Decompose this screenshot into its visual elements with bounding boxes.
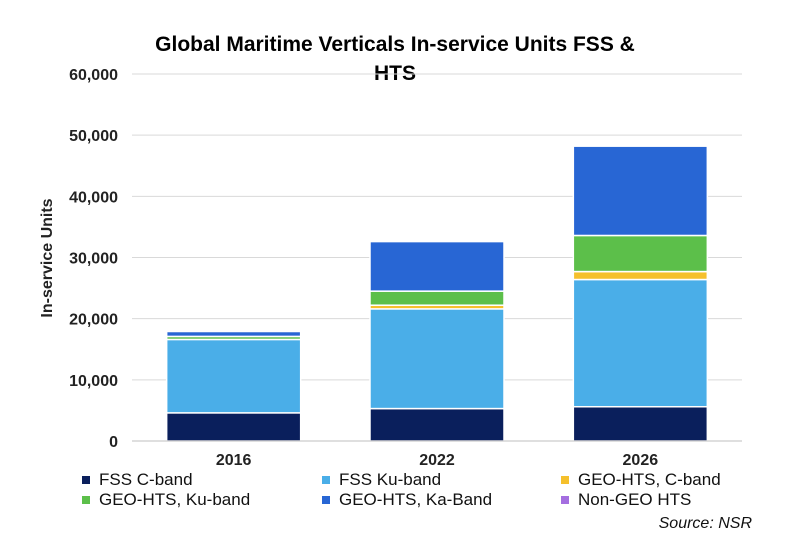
legend-item: FSS Ku-band [322, 470, 441, 489]
bar-segment [165, 338, 302, 414]
legend-item: GEO-HTS, Ku-band [82, 490, 250, 509]
x-tick-label: 2026 [623, 452, 659, 469]
bar-segment [369, 290, 505, 306]
legend-label: Non-GEO HTS [578, 490, 691, 509]
bar-segment [572, 234, 709, 273]
y-tick-label: 30,000 [69, 251, 118, 268]
y-tick-label: 20,000 [69, 312, 118, 329]
bar-segment [165, 330, 302, 338]
y-tick-label: 40,000 [69, 189, 118, 206]
legend-label: GEO-HTS, C-band [578, 470, 721, 489]
legend-label: GEO-HTS, Ku-band [99, 490, 250, 509]
legend-item: GEO-HTS, C-band [561, 470, 721, 489]
bar-segment [369, 308, 505, 410]
y-tick-labels: 0 10,000 20,000 30,000 40,000 50,000 60,000 [69, 67, 118, 451]
y-tick-label: 0 [109, 434, 118, 451]
legend: FSS C-band FSS Ku-band GEO-HTS, C-band GEO-… [82, 470, 721, 509]
y-axis-label: In-service Units [39, 198, 56, 317]
legend-swatch [82, 476, 90, 484]
legend-label: FSS Ku-band [339, 470, 441, 489]
legend-item: GEO-HTS, Ka-Band [322, 490, 492, 509]
bars [165, 145, 709, 442]
legend-swatch [561, 496, 569, 504]
bar-segment [369, 240, 505, 292]
bar-segment [572, 270, 709, 281]
y-tick-label: 50,000 [69, 128, 118, 145]
legend-label: FSS C-band [99, 470, 193, 489]
y-tick-label: 10,000 [69, 373, 118, 390]
legend-swatch [82, 496, 90, 504]
bar-segment [165, 412, 302, 442]
x-tick-label: 2016 [216, 452, 252, 469]
bar-segment [369, 407, 505, 442]
bar-segment [572, 278, 709, 408]
x-tick-labels: 2016 2022 2026 [216, 452, 658, 469]
y-tick-label: 60,000 [69, 67, 118, 84]
chart-title-line-1: Global Maritime Verticals In-service Uni… [155, 33, 635, 56]
x-tick-label: 2022 [419, 452, 455, 469]
legend-item: Non-GEO HTS [561, 490, 691, 509]
legend-item: FSS C-band [82, 470, 193, 489]
legend-swatch [322, 476, 330, 484]
legend-label: GEO-HTS, Ka-Band [339, 490, 492, 509]
bar-segment [572, 145, 709, 237]
bar-segment [572, 405, 709, 442]
legend-swatch [561, 476, 569, 484]
source-note: Source: NSR [659, 515, 753, 532]
legend-swatch [322, 496, 330, 504]
